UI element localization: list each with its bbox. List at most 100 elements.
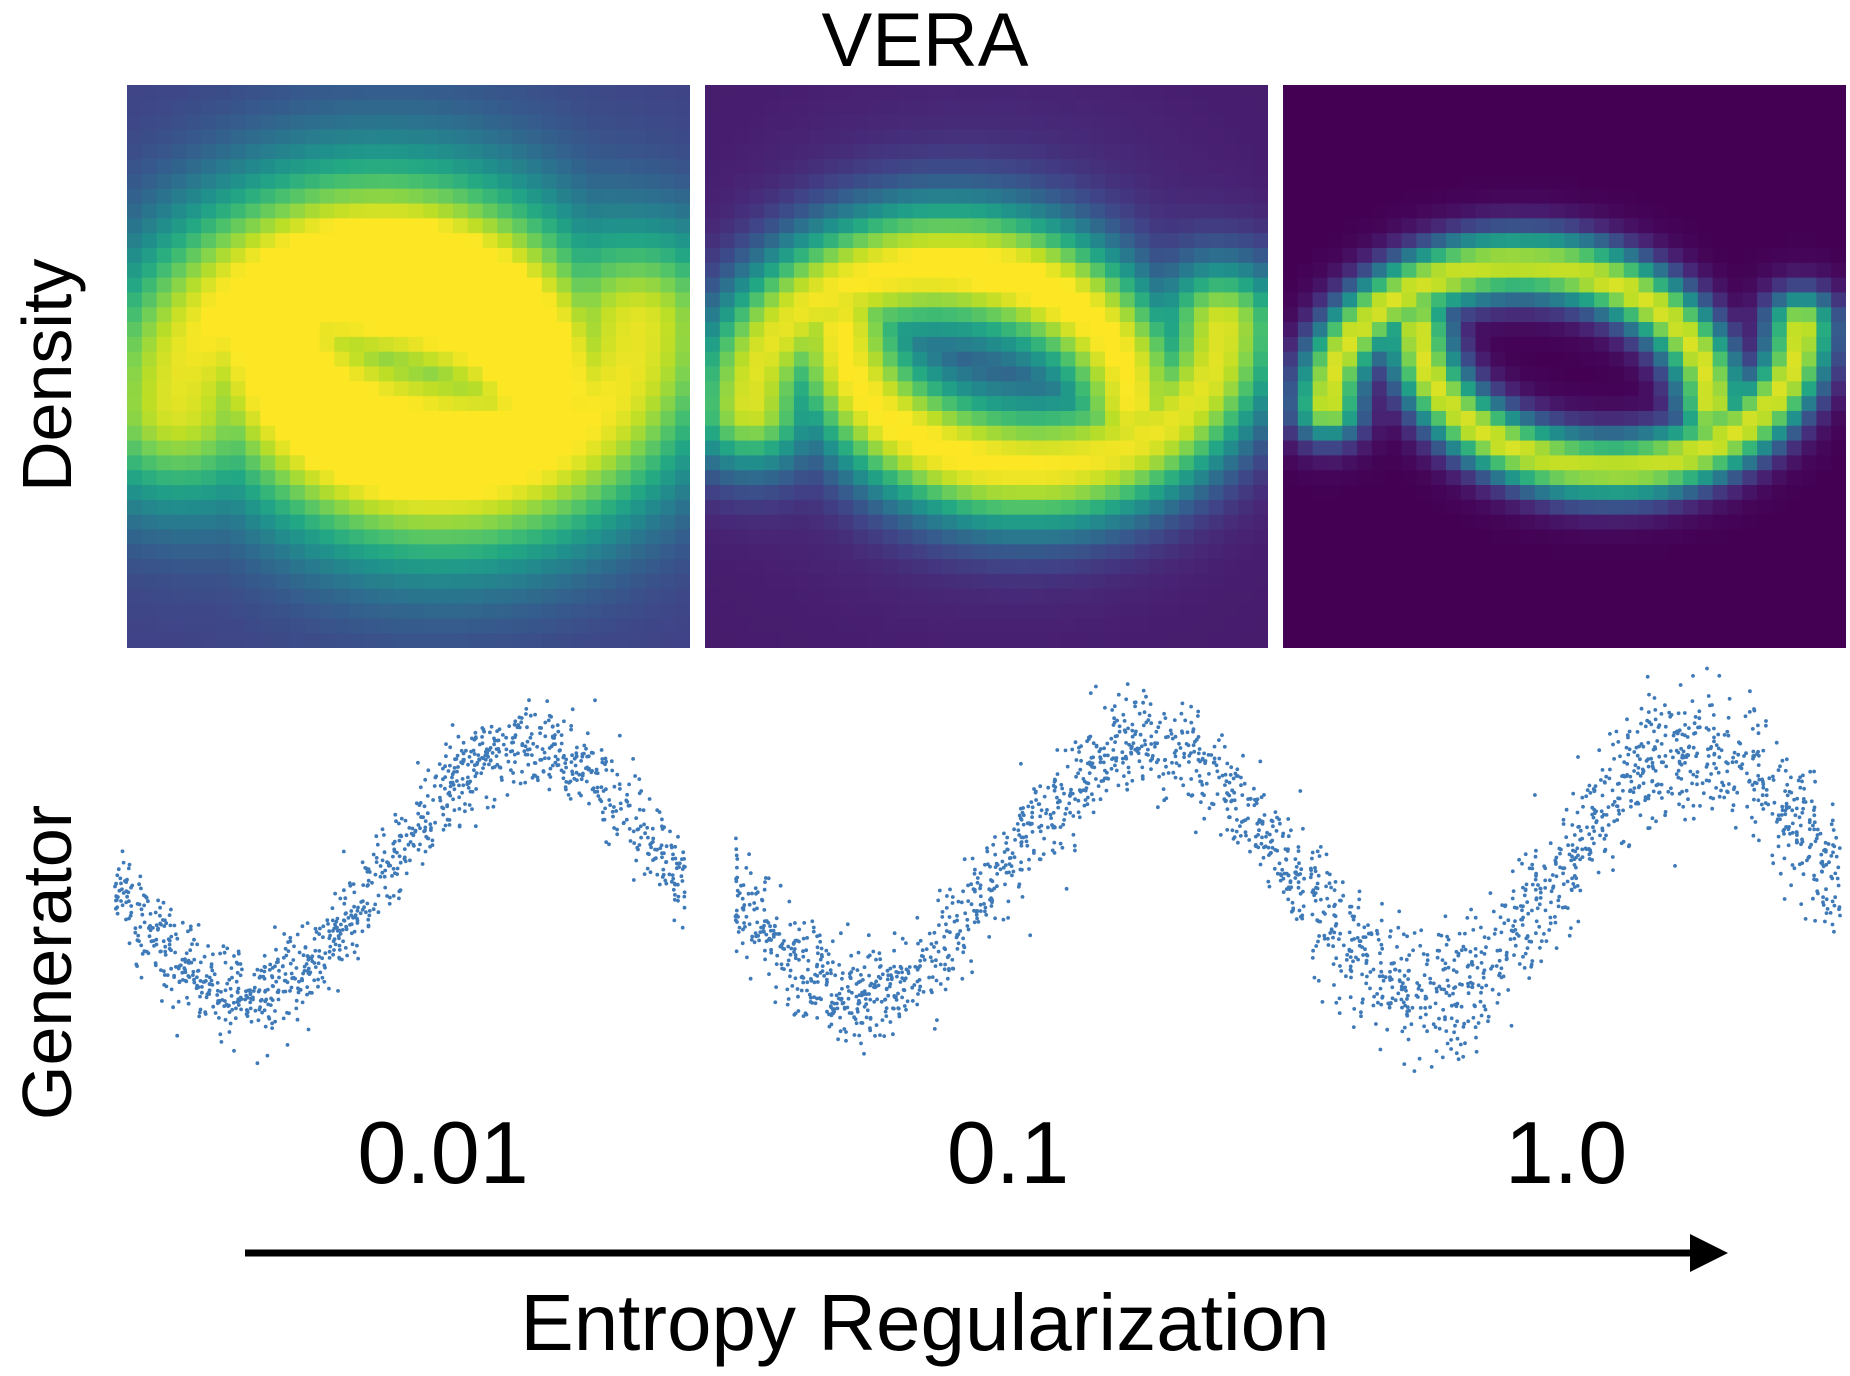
density-cell [749,322,765,338]
density-cell [1238,292,1254,308]
density-cell [897,233,914,249]
density-cell [1549,529,1566,545]
density-cell [705,603,721,619]
density-cell [1534,366,1551,382]
density-cell [1193,366,1210,382]
density-cell [1075,322,1091,338]
density-cell [601,396,617,412]
density-cell [1475,455,1492,471]
density-cell [1283,470,1299,486]
density-cell [1594,603,1610,619]
density-cell [1534,203,1551,219]
density-cell [1697,336,1714,353]
density-cell [1742,410,1758,427]
density-cell [497,559,513,575]
density-cell [1371,277,1388,294]
generator-sample-point [586,754,591,759]
density-cell [1208,322,1225,338]
density-cell [1283,633,1299,648]
density-cell [1520,366,1536,382]
density-cell [1579,514,1595,531]
density-cell [1431,218,1447,234]
density-cell [1401,188,1417,205]
density-cell [512,277,528,294]
density-cell [734,188,751,205]
density-cell [734,351,751,368]
density-cell [912,277,928,294]
density-cell [289,203,306,219]
density-cell [364,173,380,190]
density-cell [1757,351,1773,368]
density-cell [1342,203,1358,219]
density-cell [349,336,365,353]
density-cell [186,618,202,634]
density-cell [260,218,276,234]
density-cell [1045,322,1062,338]
density-cell [1460,129,1477,145]
density-cell [1297,455,1314,471]
density-cell [1712,233,1729,249]
density-cell [1149,573,1165,590]
generator-sample-point [472,763,477,768]
density-cell [1149,499,1165,516]
density-cell [675,218,690,234]
density-cell [749,114,765,131]
density-cell [853,188,869,205]
density-cell [912,351,928,368]
density-cell [1712,203,1729,219]
density-cell [1238,351,1254,368]
density-cell [986,440,1002,456]
generator-sample-point [248,1006,253,1011]
density-cell [1164,381,1180,397]
density-cell [1771,425,1788,442]
density-cell [1653,440,1669,456]
generator-sample-point [356,905,360,910]
density-cell [912,218,928,234]
generator-sample-point [270,1026,274,1030]
density-cell [793,618,810,634]
density-cell [808,233,825,249]
density-cell [1594,514,1610,531]
density-cell [749,573,765,590]
density-cell [1668,485,1684,501]
generator-sample-point [431,798,435,802]
density-cell [1105,588,1121,605]
density-cell [127,218,143,234]
density-cell [304,129,321,145]
generator-sample-point [300,978,305,983]
density-cell [1105,485,1121,501]
density-cell [1253,351,1268,368]
density-cell [867,159,884,175]
density-cell [1534,381,1551,397]
density-cell [186,203,202,219]
density-cell [1475,292,1492,308]
density-cell [141,559,158,575]
generator-sample-point [203,1010,208,1015]
density-cell [645,559,661,575]
density-cell [1105,99,1121,116]
density-cell [1638,633,1654,648]
density-cell [571,396,587,412]
density-cell [1223,544,1239,560]
density-cell [1283,336,1299,353]
density-cell [897,336,914,353]
density-cell [1727,292,1743,308]
density-cell [1105,159,1121,175]
density-cell [482,366,498,382]
density-cell [527,247,543,264]
density-cell [1416,514,1432,531]
density-cell [734,129,751,145]
density-cell [438,262,454,279]
density-cell [1164,588,1180,605]
density-cell [1327,277,1343,294]
density-cell [1045,351,1062,368]
density-cell [1771,381,1788,397]
density-cell [571,173,587,190]
density-cell [1238,366,1254,382]
density-cell [793,499,810,516]
density-cell [186,99,202,116]
density-cell [349,618,365,634]
density-cell [334,618,350,634]
density-cell [942,351,958,368]
density-heatmap-2 [705,85,1268,648]
